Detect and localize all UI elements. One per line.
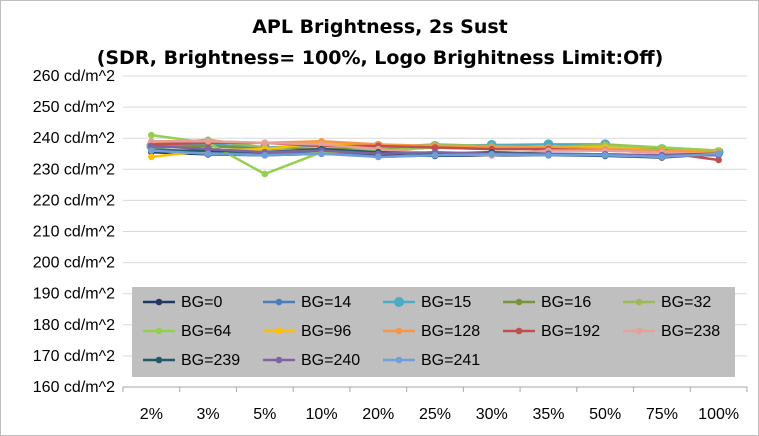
legend-swatch-marker [275,327,283,335]
x-tick-label: 2% [140,406,163,423]
x-tick-label: 30% [476,406,508,423]
legend-label: BG=241 [421,352,480,369]
legend-item: BG=15 [383,294,471,311]
data-point [204,145,212,153]
legend-item: BG=239 [143,352,240,369]
series-lines [146,131,724,178]
legend-swatch-marker [155,298,163,306]
legend-item: BG=238 [623,323,720,340]
legend: BG=0 BG=14 BG=15 BG=16 BG=32 BG=64 BG=96 BG=128… [132,287,735,377]
y-tick-label: 180 cd/m^2 [33,317,115,334]
data-point [545,152,552,159]
data-point [601,152,609,159]
data-point [148,147,155,154]
x-tick-label: 100% [698,406,739,423]
legend-label: BG=128 [421,323,480,340]
y-tick-label: 210 cd/m^2 [33,224,115,241]
data-point [261,170,269,178]
legend-label: BG=240 [301,352,360,369]
data-point [658,153,666,161]
data-point [148,142,155,150]
x-tick-label: 75% [646,406,678,423]
legend-item: BG=241 [383,352,480,369]
chart-subtitle: (SDR, Brightness= 100%, Logo Brighitness… [97,47,664,69]
legend-swatch-marker [395,327,403,335]
data-point [488,151,496,158]
y-tick-label: 230 cd/m^2 [33,161,115,178]
x-tick-label: 20% [362,406,394,423]
y-tick-label: 220 cd/m^2 [33,192,115,209]
legend-swatch-marker [635,327,643,335]
legend-item: BG=240 [263,352,360,369]
data-point [715,150,722,158]
data-point [148,138,155,145]
y-tick-label: 240 cd/m^2 [33,130,115,147]
legend-label: BG=238 [661,323,720,340]
legend-label: BG=96 [301,323,351,340]
y-tick-label: 190 cd/m^2 [33,286,115,303]
x-tick-label: 5% [253,406,276,423]
x-tick-label: 10% [306,406,338,423]
data-point [318,141,325,148]
legend-item: BG=0 [143,294,222,311]
data-point [431,152,439,159]
data-point [318,150,325,158]
x-axis-ticks: 2% 3% 5% 10% 20% 25% 30% 35% 50% 75% 100% [122,387,748,423]
legend-item: BG=14 [263,294,351,311]
legend-swatch-marker [515,327,523,335]
data-point [204,138,212,145]
legend-label: BG=64 [181,323,231,340]
x-tick-label: 3% [197,406,220,423]
legend-item: BG=192 [503,323,600,340]
y-tick-label: 200 cd/m^2 [33,255,115,272]
data-point [261,139,269,147]
legend-label: BG=14 [301,294,351,311]
y-tick-label: 250 cd/m^2 [33,99,115,116]
data-point [374,153,382,161]
legend-item: BG=128 [383,323,480,340]
legend-item: BG=64 [143,323,231,340]
x-tick-label: 50% [589,406,621,423]
legend-item: BG=16 [503,294,591,311]
legend-label: BG=0 [181,294,222,311]
legend-label: BG=15 [421,294,471,311]
legend-item: BG=96 [263,323,351,340]
legend-swatch-marker [395,356,403,364]
x-tick-label: 25% [419,406,451,423]
legend-swatch-marker [155,356,163,364]
x-tick-label: 35% [532,406,564,423]
legend-swatch-marker [275,356,283,364]
legend-swatch-marker [515,298,523,306]
y-tick-label: 170 cd/m^2 [33,348,115,365]
data-point [148,131,155,139]
y-tick-label: 160 cd/m^2 [33,379,115,396]
data-point [431,144,439,151]
y-tick-label: 260 cd/m^2 [33,68,115,85]
series-bg-241 [148,147,722,161]
legend-label: BG=32 [661,294,711,311]
legend-swatch-marker [394,297,404,307]
data-point [715,156,722,164]
legend-swatch-marker [275,298,283,306]
legend-swatch-marker [635,298,643,306]
y-axis-ticks: 160 cd/m^2 170 cd/m^2 180 cd/m^2 190 cd/m^2… [33,68,115,396]
legend-item: BG=32 [623,294,711,311]
legend-label: BG=192 [541,323,600,340]
legend-label: BG=239 [181,352,240,369]
chart-title: APL Brightness, 2s Sust [252,16,508,38]
data-point [148,153,155,161]
data-point [204,150,212,158]
legend-label: BG=16 [541,294,591,311]
legend-swatch-marker [155,327,163,335]
data-point [261,152,269,159]
